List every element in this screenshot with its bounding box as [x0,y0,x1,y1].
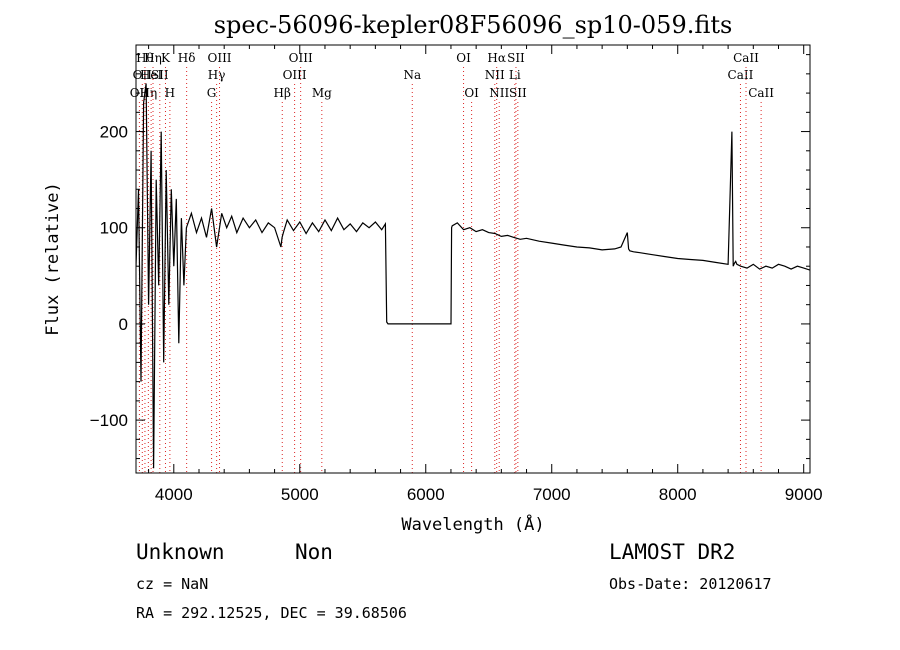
redshift-cz: cz = NaN [136,575,209,593]
y-tick-label: 0 [119,315,128,334]
line-marker-label: Hη [140,86,158,100]
spectrum-line [136,83,810,469]
x-tick-label: 8000 [659,485,697,504]
y-tick-label: 100 [100,219,128,238]
line-marker-label: NII [485,68,505,82]
observation-date: Obs-Date: 20120617 [609,575,772,593]
line-marker-label: OI [464,86,479,100]
y-axis-label: Flux (relative) [43,182,63,336]
line-marker-label: OII [133,68,153,82]
line-marker-label: CaII [728,68,754,82]
x-axis-label: Wavelength (Å) [401,513,544,535]
chart-title: spec-56096-kepler08F56096_sp10-059.fits [214,11,733,39]
line-marker-label: OIII [207,51,231,65]
line-marker-label: OIII [283,68,307,82]
line-marker-label: SII [151,68,169,82]
line-marker-label: CaII [748,86,774,100]
axis-ticks: 4000 5000 6000 7000 8000 9000 −100 0 100 200 [90,45,823,504]
line-marker-label: OIII [289,51,313,65]
line-marker-label: OI [456,51,471,65]
line-marker-label: NII [489,86,509,100]
x-tick-label: 5000 [281,485,319,504]
line-marker-label: G [207,86,217,100]
y-tick-label: 200 [100,123,128,142]
line-marker-label: Hθ [136,51,154,65]
x-tick-label: 7000 [533,485,571,504]
y-tick-label: −100 [90,411,128,430]
spectral-line-markers: OIIOIIHθHηHeIHηSIIKHHδGHγOIIIHβOIIIOIIIM… [130,51,774,473]
survey-name: LAMOST DR2 [609,540,736,564]
line-marker-label: Na [403,68,421,82]
x-tick-label: 4000 [155,485,193,504]
object-class: Unknown [136,540,225,564]
spectrum-series [136,83,810,469]
line-marker-label: SII [509,86,527,100]
line-marker-label: H [165,86,175,100]
line-marker-label: K [161,51,171,65]
object-subclass: Non [295,540,333,564]
x-tick-label: 9000 [785,485,823,504]
line-marker-label: Hη [144,51,162,65]
x-tick-label: 6000 [407,485,445,504]
line-marker-label: Hβ [274,86,291,100]
line-marker-label: Hγ [208,68,226,82]
line-marker-label: SII [507,51,525,65]
line-marker-label: Mg [312,86,332,100]
ra-dec-coordinates: RA = 292.12525, DEC = 39.68506 [136,604,407,622]
line-marker-label: HeI [140,68,163,82]
line-marker-label: Hδ [178,51,196,65]
line-marker-label: Hα [487,51,506,65]
line-marker-label: Li [509,68,521,82]
line-marker-label: CaII [733,51,759,65]
plot-frame [135,44,811,474]
